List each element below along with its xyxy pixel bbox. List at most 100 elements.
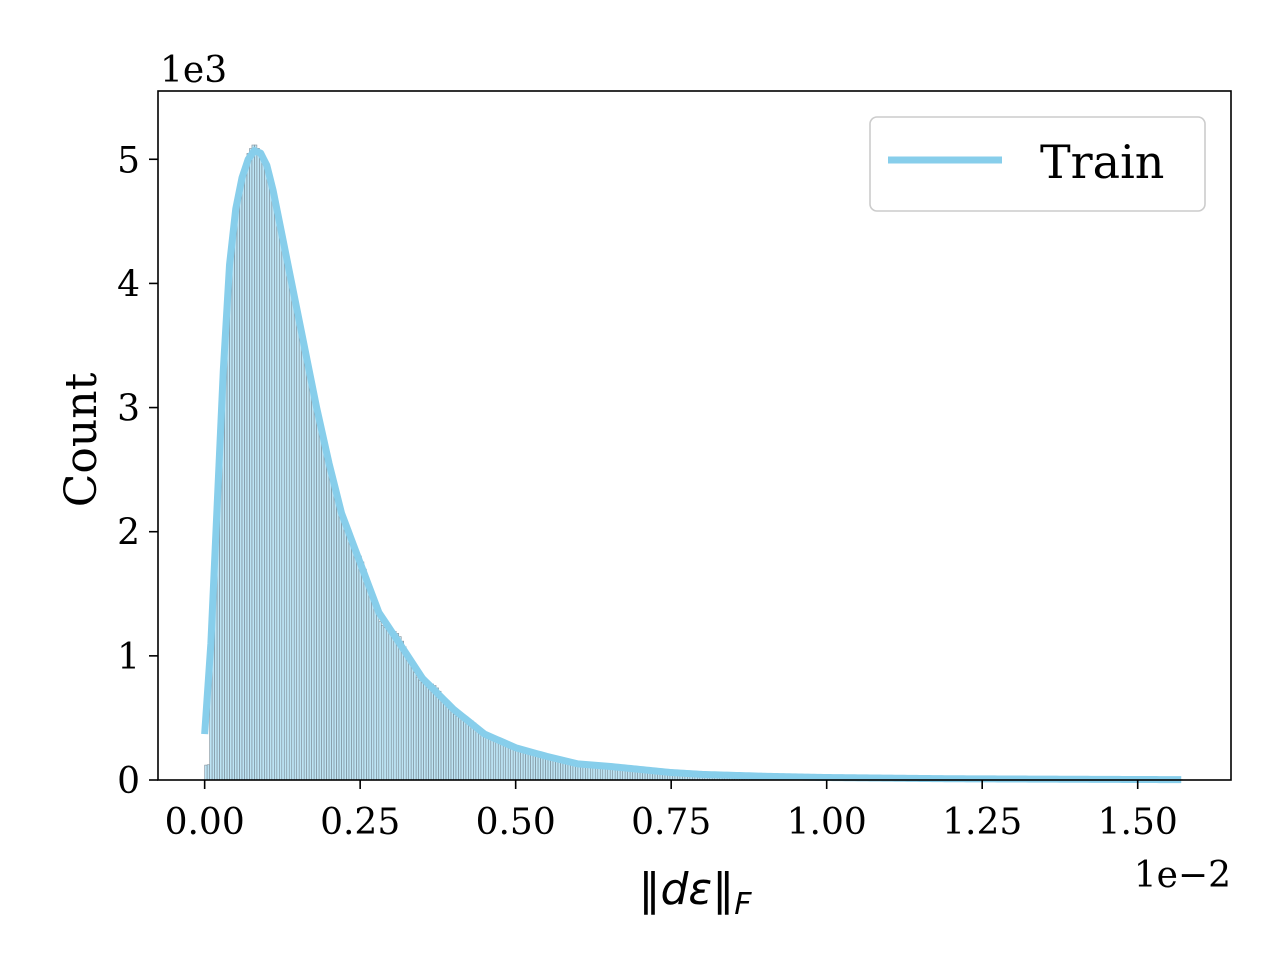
- histogram-bar: [420, 682, 424, 781]
- histogram-bar: [393, 631, 397, 781]
- histogram-bar: [333, 488, 337, 781]
- y-tick-label: 1: [117, 637, 140, 678]
- histogram-bar: [226, 290, 230, 781]
- histogram-bar: [465, 718, 469, 781]
- histogram-bar: [303, 358, 307, 781]
- histogram-bar: [485, 736, 489, 781]
- histogram-bar: [293, 298, 298, 781]
- histogram-bar: [423, 682, 427, 781]
- histogram-bar: [328, 462, 332, 781]
- histogram-bar: [381, 624, 385, 781]
- histogram-bar: [450, 711, 454, 781]
- histogram-bar: [468, 719, 472, 781]
- histogram-bar: [239, 186, 243, 781]
- histogram-bar: [385, 628, 390, 781]
- y-axis-ticks: 0 1 2 3 4 5: [117, 140, 158, 802]
- x-tick-label: 1.50: [1098, 802, 1178, 843]
- histogram-bar: [274, 207, 278, 781]
- histogram-bar: [373, 605, 377, 781]
- histogram-bar: [502, 741, 507, 781]
- x-tick-label: 1.00: [787, 802, 867, 843]
- histogram-bar: [234, 215, 238, 781]
- histogram-bar: [433, 685, 437, 781]
- histogram-bar: [291, 283, 295, 781]
- histogram-bar: [371, 596, 375, 781]
- y-tick-label: 5: [117, 140, 140, 181]
- histogram-bar: [473, 722, 477, 781]
- histogram-bar: [286, 257, 290, 781]
- histogram-bar: [395, 633, 400, 781]
- x-tick-label: 1.25: [942, 802, 1022, 843]
- histogram-bar: [281, 235, 285, 781]
- histogram-bar: [483, 734, 487, 781]
- histogram-bar: [517, 748, 521, 781]
- histogram-bar: [254, 144, 258, 781]
- histogram-bar: [206, 764, 210, 781]
- histogram-bar: [336, 501, 340, 781]
- histogram-bar: [361, 561, 365, 781]
- x-axis-ticks: 0.00 0.25 0.50 0.75 1.00 1.25 1.50: [165, 780, 1178, 843]
- histogram-bar: [430, 683, 434, 781]
- y-axis-label: Count: [56, 372, 107, 507]
- kde-line-train: [201, 147, 1182, 784]
- histogram-bar: [495, 740, 499, 781]
- histogram-bar: [413, 672, 417, 781]
- legend-label-train: Train: [1040, 135, 1164, 189]
- histogram-bar: [308, 382, 312, 781]
- legend-box: [869, 116, 1206, 212]
- y-offset-label: 1e3: [160, 50, 227, 91]
- histogram-bar: [338, 513, 342, 781]
- histogram-bar: [326, 450, 330, 781]
- x-tick-label: 0.75: [631, 802, 711, 843]
- histogram-bar: [492, 740, 497, 781]
- histogram-bar: [246, 153, 250, 781]
- histogram-bar: [259, 151, 263, 781]
- histogram-bar: [522, 751, 526, 781]
- histogram-bar: [318, 419, 322, 781]
- histogram-bar: [443, 699, 447, 781]
- histogram-bar: [445, 703, 449, 781]
- y-tick-label: 0: [117, 761, 140, 802]
- histogram-bar: [463, 717, 467, 781]
- histogram-bar: [244, 162, 248, 781]
- x-tick-label: 0.00: [165, 802, 245, 843]
- histogram-bar: [497, 741, 502, 781]
- histogram-bar: [301, 344, 305, 781]
- histogram-bar: [448, 707, 452, 781]
- histogram-bar: [460, 717, 464, 781]
- histogram-bar: [405, 653, 409, 781]
- histogram-bar: [264, 167, 268, 781]
- histogram-bar: [229, 259, 233, 781]
- histogram-bar: [363, 568, 367, 781]
- histogram-bar: [316, 411, 320, 781]
- kde-line-layer: [201, 147, 1182, 784]
- histogram-bar: [343, 530, 347, 781]
- histogram-bar: [527, 752, 531, 781]
- histogram-bar: [331, 475, 335, 781]
- histogram-bar: [313, 402, 317, 781]
- histogram-bar: [400, 640, 404, 781]
- histogram-bar: [532, 753, 536, 781]
- histogram-bar: [378, 621, 382, 781]
- histogram-bar: [458, 716, 462, 781]
- legend: Train: [869, 116, 1206, 212]
- histogram-bar: [390, 630, 395, 781]
- histogram-bar: [368, 586, 372, 781]
- histogram-bar: [455, 715, 459, 781]
- histogram-bar: [269, 187, 273, 781]
- histogram-bar: [288, 269, 293, 781]
- histogram-bar: [480, 731, 484, 781]
- histogram-bar: [366, 577, 370, 781]
- histogram-bar: [535, 753, 539, 781]
- histogram-bar: [231, 238, 235, 781]
- x-tick-label: 0.25: [320, 802, 400, 843]
- histogram-bar: [278, 226, 283, 781]
- histogram-bar: [478, 728, 482, 781]
- histogram-bar: [249, 148, 253, 781]
- histogram-bar: [415, 676, 419, 781]
- histogram-bar: [311, 393, 315, 781]
- histogram-bar: [425, 682, 429, 781]
- histogram-bar: [398, 636, 402, 781]
